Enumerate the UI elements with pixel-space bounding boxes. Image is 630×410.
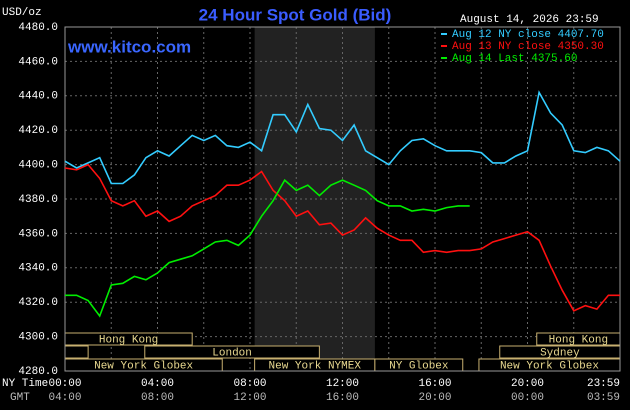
gmt-tick-label: 03:59 xyxy=(587,392,620,404)
x-tick-label: 16:00 xyxy=(418,378,451,390)
date: August 14, 2026 23:59 xyxy=(460,14,599,26)
y-tick-label: 4480.0 xyxy=(18,22,58,34)
y-tick-label: 4280.0 xyxy=(18,366,58,378)
x-tick-label: 04:00 xyxy=(141,378,174,390)
plot-border xyxy=(64,26,621,372)
x-tick-label: 08:00 xyxy=(233,378,266,390)
session-label: New York Globex xyxy=(94,360,193,372)
x-tick-label: 23:59 xyxy=(587,378,620,390)
y-tick-label: 4340.0 xyxy=(18,263,58,275)
gmt-tick-label: 16:00 xyxy=(326,392,359,404)
session-label: Hong Kong xyxy=(549,334,608,346)
x-label-top: NY Time xyxy=(2,378,48,390)
x-tick-label: 20:00 xyxy=(511,378,544,390)
legend-label: Aug 14 Last 4375.60 xyxy=(452,53,577,65)
x-label-bottom: GMT xyxy=(10,392,30,404)
gmt-tick-label: 00:00 xyxy=(511,392,544,404)
gmt-tick-label: 20:00 xyxy=(418,392,451,404)
legend-label: Aug 12 NY close 4407.70 xyxy=(452,29,604,41)
session-label: New York Globex xyxy=(500,360,599,372)
series-line xyxy=(64,163,620,312)
gmt-tick-label: 08:00 xyxy=(141,392,174,404)
y-tick-label: 4400.0 xyxy=(18,160,58,172)
chart-title: 24 Hour Spot Gold (Bid) xyxy=(199,5,392,24)
y-tick-label: 4420.0 xyxy=(18,125,58,137)
session-label: London xyxy=(212,347,252,359)
session-label: New York NYMEX xyxy=(269,360,362,372)
series-line xyxy=(64,90,621,185)
session-box xyxy=(144,345,320,359)
y-axis-label: USD/oz xyxy=(2,7,42,19)
gmt-tick-label: 04:00 xyxy=(48,392,81,404)
x-tick-label: 00:00 xyxy=(48,378,81,390)
session-box xyxy=(64,345,89,359)
y-tick-label: 4300.0 xyxy=(18,332,58,344)
y-tick-label: 4320.0 xyxy=(18,297,58,309)
x-tick-label: 12:00 xyxy=(326,378,359,390)
y-tick-label: 4360.0 xyxy=(18,228,58,240)
legend-label: Aug 13 NY close 4350.30 xyxy=(452,41,604,53)
y-tick-label: 4440.0 xyxy=(18,91,58,103)
gmt-tick-label: 12:00 xyxy=(233,392,266,404)
watermark: www.kitco.com xyxy=(67,37,191,56)
y-tick-label: 4460.0 xyxy=(18,56,58,68)
y-tick-label: 4380.0 xyxy=(18,194,58,206)
series-line xyxy=(65,178,470,318)
session-label: Hong Kong xyxy=(99,334,158,346)
session-label: NY Globex xyxy=(389,360,449,372)
session-label: Sydney xyxy=(540,347,580,359)
